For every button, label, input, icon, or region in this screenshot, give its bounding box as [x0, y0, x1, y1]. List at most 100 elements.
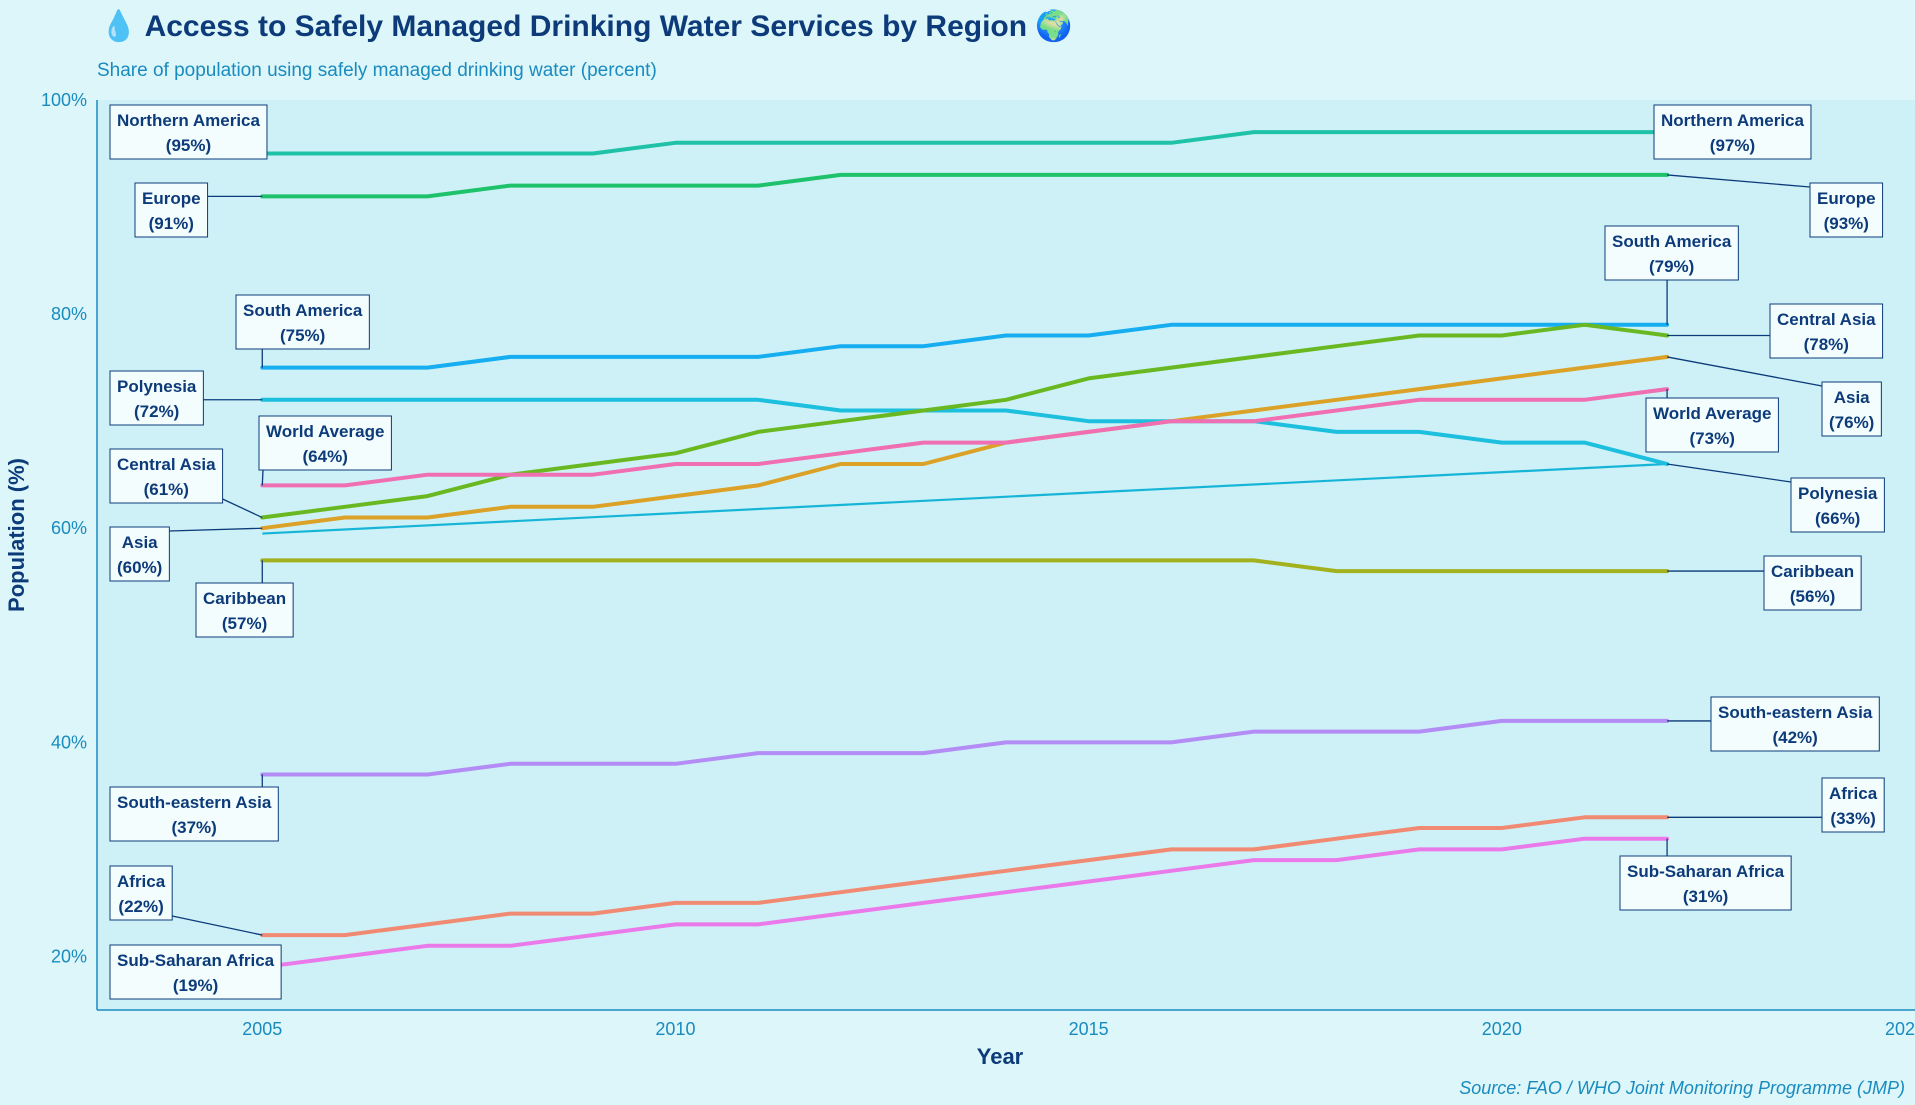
x-tick-label: 2015	[1069, 1019, 1109, 1039]
label-value-northern-america: (97%)	[1710, 136, 1755, 155]
label-name-sub-saharan-africa: Sub-Saharan Africa	[117, 951, 275, 970]
label-name-polynesia: Polynesia	[1798, 484, 1878, 503]
label-box-asia	[109, 526, 170, 582]
leader-line-africa	[172, 915, 263, 936]
label-box-northern-america	[109, 104, 268, 160]
label-value-central-asia: (78%)	[1804, 335, 1849, 354]
label-box-africa	[109, 865, 173, 921]
label-name-south-america: South America	[243, 301, 363, 320]
label-box-south-america	[1604, 225, 1739, 281]
label-name-africa: Africa	[1829, 784, 1878, 803]
series-line-caribbean	[260, 558, 1670, 574]
label-name-northern-america: Northern America	[117, 111, 261, 130]
label-value-asia: (76%)	[1829, 413, 1874, 432]
label-name-world-average: World Average	[1653, 404, 1771, 423]
leader-line-central-asia	[222, 498, 263, 519]
label-value-africa: (33%)	[1830, 809, 1875, 828]
label-value-south-eastern-asia: (37%)	[171, 818, 216, 837]
series-line-south-eastern-asia	[260, 718, 1670, 777]
leader-line-world-average	[261, 469, 264, 486]
label-name-south-america: South America	[1612, 232, 1732, 251]
label-box-south-america	[235, 294, 370, 350]
label-value-sub-saharan-africa: (19%)	[173, 976, 218, 995]
y-tick-label: 20%	[51, 946, 87, 966]
label-name-south-eastern-asia: South-eastern Asia	[117, 793, 272, 812]
chart-subtitle: Share of population using safely managed…	[97, 60, 657, 81]
label-box-world-average	[258, 415, 392, 471]
x-tick-label: 2005	[242, 1019, 282, 1039]
label-name-central-asia: Central Asia	[1777, 310, 1876, 329]
label-box-central-asia	[1769, 303, 1884, 359]
label-box-south-eastern-asia	[1710, 696, 1880, 752]
label-name-south-eastern-asia: South-eastern Asia	[1718, 703, 1873, 722]
label-value-south-america: (79%)	[1649, 257, 1694, 276]
label-name-caribbean: Caribbean	[203, 589, 286, 608]
label-box-europe	[134, 182, 209, 238]
source-note: Source: FAO / WHO Joint Monitoring Progr…	[1459, 1078, 1905, 1098]
leader-line-polynesia	[1666, 463, 1792, 483]
label-box-polynesia	[109, 370, 204, 426]
series-line-south-america	[260, 322, 1670, 370]
series-line-europe	[260, 172, 1670, 199]
label-name-europe: Europe	[142, 189, 201, 208]
label-value-africa: (22%)	[118, 897, 163, 916]
label-name-central-asia: Central Asia	[117, 455, 216, 474]
label-box-polynesia	[1790, 477, 1885, 533]
label-name-asia: Asia	[122, 533, 158, 552]
label-value-sub-saharan-africa: (31%)	[1683, 887, 1728, 906]
label-name-europe: Europe	[1817, 189, 1876, 208]
label-box-northern-america	[1653, 104, 1812, 160]
trend-line	[262, 462, 1668, 535]
y-tick-label: 60%	[51, 518, 87, 538]
x-tick-label: 2010	[655, 1019, 695, 1039]
series-line-central-asia	[260, 322, 1670, 520]
series-line-sub-saharan-africa	[260, 836, 1670, 970]
label-value-caribbean: (56%)	[1790, 587, 1835, 606]
y-tick-label: 100%	[41, 90, 87, 110]
series-line-polynesia	[260, 397, 1670, 466]
label-value-polynesia: (72%)	[134, 402, 179, 421]
label-box-caribbean	[1763, 555, 1862, 611]
series-line-africa	[260, 815, 1670, 938]
trend-line-layer	[262, 462, 1668, 535]
label-value-asia: (60%)	[117, 558, 162, 577]
series-labels: Northern America (95%) Northern America (97…	[109, 104, 1885, 1000]
series-line-asia	[260, 354, 1670, 531]
x-tick-label-edge: 202	[1885, 1019, 1915, 1039]
label-name-world-average: World Average	[266, 422, 384, 441]
label-name-northern-america: Northern America	[1661, 111, 1805, 130]
label-name-polynesia: Polynesia	[117, 377, 197, 396]
x-axis-label: Year	[977, 1044, 1024, 1069]
label-box-caribbean	[195, 582, 294, 638]
label-value-south-eastern-asia: (42%)	[1772, 728, 1817, 747]
series-line-northern-america	[260, 130, 1670, 156]
label-box-sub-saharan-africa	[109, 944, 282, 1000]
label-value-caribbean: (57%)	[222, 614, 267, 633]
label-box-world-average	[1645, 397, 1779, 453]
series-lines	[260, 130, 1670, 970]
axes: 20% 40% 60% 80% 100% 2005 2010 2015 2020 202	[41, 90, 1915, 1039]
label-box-central-asia	[109, 448, 224, 504]
leader-line-asia	[169, 527, 263, 532]
label-value-south-america: (75%)	[280, 326, 325, 345]
label-box-africa	[1821, 777, 1885, 833]
y-tick-label: 80%	[51, 304, 87, 324]
leader-line-europe	[1667, 174, 1811, 188]
leader-line-asia	[1666, 356, 1823, 387]
y-tick-label: 40%	[51, 732, 87, 752]
y-axis-label: Population (%)	[4, 458, 29, 612]
label-value-polynesia: (66%)	[1815, 509, 1860, 528]
series-line-world-average	[260, 387, 1670, 488]
label-box-sub-saharan-africa	[1619, 855, 1792, 911]
label-value-europe: (93%)	[1824, 214, 1869, 233]
label-value-central-asia: (61%)	[144, 480, 189, 499]
x-tick-label: 2020	[1482, 1019, 1522, 1039]
label-box-asia	[1821, 381, 1882, 437]
label-name-asia: Asia	[1834, 388, 1870, 407]
label-name-caribbean: Caribbean	[1771, 562, 1854, 581]
label-value-world-average: (73%)	[1690, 429, 1735, 448]
label-box-europe	[1809, 182, 1884, 238]
label-name-africa: Africa	[117, 872, 166, 891]
label-value-northern-america: (95%)	[166, 136, 211, 155]
